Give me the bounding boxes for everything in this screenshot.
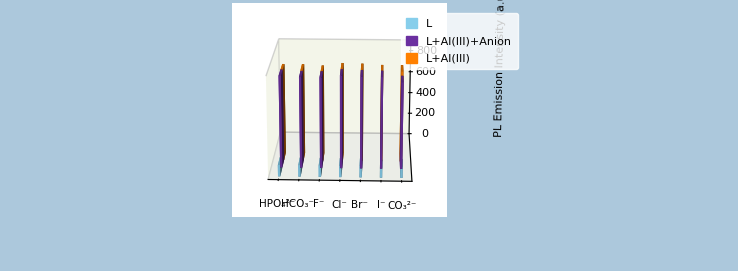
Legend: L, L+Al(III)+Anion, L+Al(III): L, L+Al(III)+Anion, L+Al(III): [401, 12, 518, 69]
